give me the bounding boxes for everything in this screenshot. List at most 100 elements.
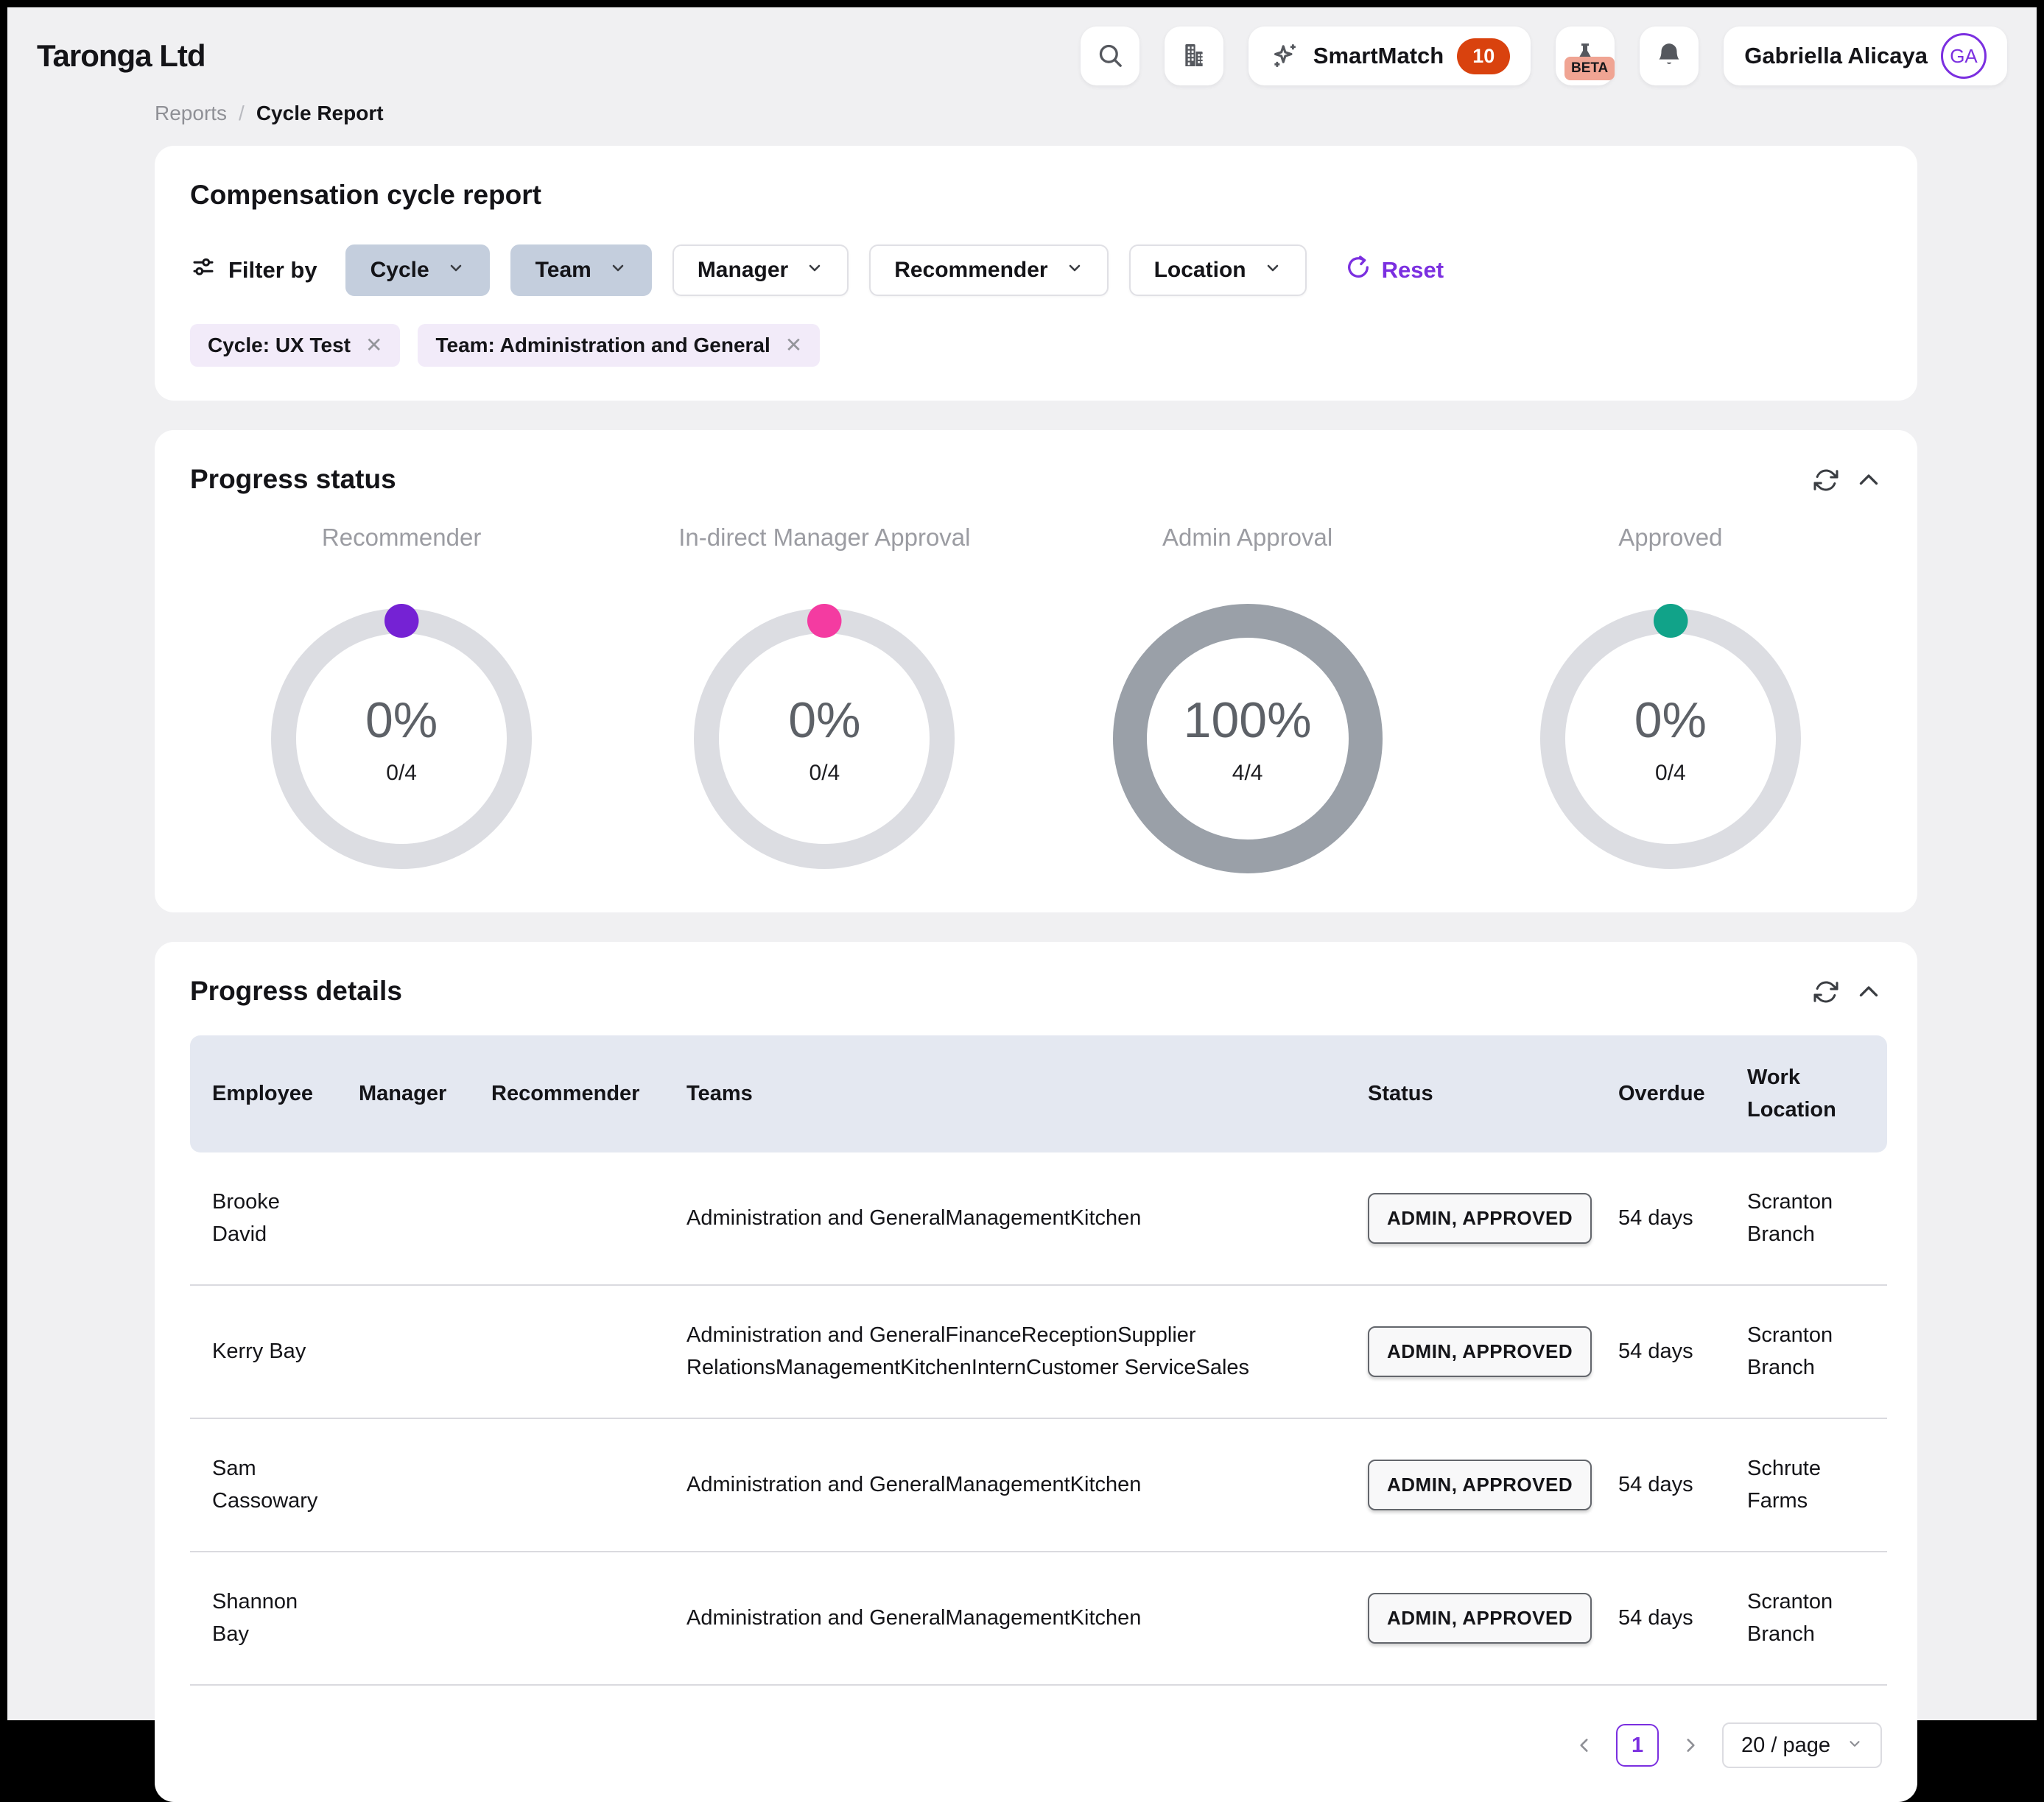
pagination: 1 20 / page — [190, 1722, 1882, 1768]
chip-team: Team: Administration and General ✕ — [418, 324, 820, 367]
cell-manager — [341, 1286, 474, 1419]
cell-employee: Sam Cassowary — [190, 1419, 341, 1552]
cell-status: ADMIN, APPROVED — [1350, 1286, 1601, 1419]
table-row: Sam Cassowary Administration and General… — [190, 1419, 1887, 1552]
smartmatch-button[interactable]: SmartMatch 10 — [1248, 27, 1531, 85]
previous-page-button[interactable] — [1572, 1733, 1597, 1758]
cell-recommender — [474, 1286, 669, 1419]
cell-status: ADMIN, APPROVED — [1350, 1152, 1601, 1286]
progress-details-table: Employee Manager Recommender Teams Statu… — [190, 1035, 1887, 1686]
cell-work-location: Scranton Branch — [1729, 1286, 1887, 1419]
progress-details-card: Progress details Employee Manager Recomm… — [155, 942, 1917, 1802]
cell-employee: Shannon Bay — [190, 1552, 341, 1686]
table-row: Shannon Bay Administration and GeneralMa… — [190, 1552, 1887, 1686]
cell-overdue: 54 days — [1601, 1552, 1729, 1686]
labs-button[interactable]: BETA — [1556, 27, 1615, 85]
beta-badge: BETA — [1564, 57, 1615, 80]
app-header: Taronga Ltd SmartMatch 10 BETA Gabriella… — [7, 7, 2037, 91]
column-header-status: Status — [1350, 1035, 1601, 1152]
cell-employee: Kerry Bay — [190, 1286, 341, 1419]
status-badge: ADMIN, APPROVED — [1368, 1193, 1592, 1244]
sliders-icon — [190, 254, 217, 286]
progress-details-title: Progress details — [190, 976, 402, 1007]
filter-card: Compensation cycle report Filter by Cycl… — [155, 146, 1917, 401]
cell-status: ADMIN, APPROVED — [1350, 1552, 1601, 1686]
cell-status: ADMIN, APPROVED — [1350, 1419, 1601, 1552]
user-menu-button[interactable]: Gabriella Alicaya GA — [1724, 27, 2007, 85]
reset-filters-button[interactable]: Reset — [1345, 254, 1444, 286]
status-badge: ADMIN, APPROVED — [1368, 1326, 1592, 1377]
column-header-overdue: Overdue — [1601, 1035, 1729, 1152]
cell-recommender — [474, 1552, 669, 1686]
smartmatch-label: SmartMatch — [1313, 43, 1444, 69]
page-title: Compensation cycle report — [190, 180, 1882, 211]
smartmatch-count-badge: 10 — [1457, 38, 1510, 74]
chevron-down-icon — [1066, 258, 1084, 283]
notifications-button[interactable] — [1640, 27, 1699, 85]
organization-button[interactable] — [1165, 27, 1223, 85]
cell-work-location: Scranton Branch — [1729, 1152, 1887, 1286]
breadcrumb: Reports / Cycle Report — [155, 102, 2037, 125]
current-page-button[interactable]: 1 — [1616, 1724, 1659, 1767]
avatar: GA — [1941, 33, 1987, 79]
gauge-approved: Approved 0% 0/4 — [1459, 524, 1882, 879]
filter-cycle-button[interactable]: Cycle — [345, 244, 490, 296]
filter-team-button[interactable]: Team — [510, 244, 652, 296]
cell-manager — [341, 1419, 474, 1552]
donut-chart: 0% 0/4 — [684, 599, 964, 879]
collapse-chevron-up-icon[interactable] — [1855, 467, 1882, 497]
brand-logo: Taronga Ltd — [37, 38, 206, 74]
filter-manager-button[interactable]: Manager — [672, 244, 849, 296]
header-actions: SmartMatch 10 BETA Gabriella Alicaya GA — [1081, 27, 2007, 85]
cell-teams: Administration and GeneralManagementKitc… — [669, 1152, 1350, 1286]
cell-overdue: 54 days — [1601, 1152, 1729, 1286]
column-header-employee: Employee — [190, 1035, 341, 1152]
filter-location-button[interactable]: Location — [1129, 244, 1307, 296]
cell-work-location: Scranton Branch — [1729, 1552, 1887, 1686]
filter-row: Filter by Cycle Team Manager Recommender… — [190, 244, 1882, 296]
column-header-teams: Teams — [669, 1035, 1350, 1152]
filter-recommender-button[interactable]: Recommender — [869, 244, 1108, 296]
cell-overdue: 54 days — [1601, 1419, 1729, 1552]
gauge-indirect-manager-approval: In-direct Manager Approval 0% 0/4 — [613, 524, 1036, 879]
gauge-admin-approval: Admin Approval 100% 4/4 — [1036, 524, 1459, 879]
next-page-button[interactable] — [1678, 1733, 1703, 1758]
search-icon — [1095, 41, 1125, 72]
cell-employee: Brooke David — [190, 1152, 341, 1286]
user-name: Gabriella Alicaya — [1744, 43, 1928, 69]
breadcrumb-separator: / — [239, 102, 245, 125]
chevron-down-icon — [447, 258, 465, 283]
cell-teams: Administration and GeneralManagementKitc… — [669, 1419, 1350, 1552]
cell-manager — [341, 1552, 474, 1686]
collapse-chevron-up-icon[interactable] — [1855, 979, 1882, 1009]
page-size-select[interactable]: 20 / page — [1722, 1722, 1882, 1768]
donut-chart: 0% 0/4 — [261, 599, 541, 879]
breadcrumb-reports[interactable]: Reports — [155, 102, 227, 125]
organization-icon — [1179, 41, 1209, 72]
cell-teams: Administration and GeneralFinanceRecepti… — [669, 1286, 1350, 1419]
main-content: Compensation cycle report Filter by Cycl… — [155, 146, 1917, 1802]
cell-teams: Administration and GeneralManagementKitc… — [669, 1552, 1350, 1686]
column-header-recommender: Recommender — [474, 1035, 669, 1152]
table-header-row: Employee Manager Recommender Teams Statu… — [190, 1035, 1887, 1152]
status-badge: ADMIN, APPROVED — [1368, 1460, 1592, 1510]
search-button[interactable] — [1081, 27, 1139, 85]
progress-gauges: Recommender 0% 0/4 In-direct Manager App… — [190, 524, 1882, 879]
active-filter-chips: Cycle: UX Test ✕ Team: Administration an… — [190, 324, 1882, 367]
bell-icon — [1654, 41, 1684, 72]
cell-overdue: 54 days — [1601, 1286, 1729, 1419]
filter-by-label: Filter by — [190, 254, 317, 286]
chevron-down-icon — [609, 258, 627, 283]
sparkles-icon — [1269, 41, 1300, 71]
progress-status-title: Progress status — [190, 464, 396, 495]
refresh-icon[interactable] — [1813, 979, 1839, 1009]
refresh-icon[interactable] — [1813, 467, 1839, 497]
chevron-down-icon — [1264, 258, 1282, 283]
reset-icon — [1345, 254, 1372, 286]
remove-chip-icon[interactable]: ✕ — [785, 335, 802, 356]
table-row: Brooke David Administration and GeneralM… — [190, 1152, 1887, 1286]
remove-chip-icon[interactable]: ✕ — [365, 335, 382, 356]
gauge-recommender: Recommender 0% 0/4 — [190, 524, 613, 879]
column-header-manager: Manager — [341, 1035, 474, 1152]
chevron-down-icon — [806, 258, 823, 283]
